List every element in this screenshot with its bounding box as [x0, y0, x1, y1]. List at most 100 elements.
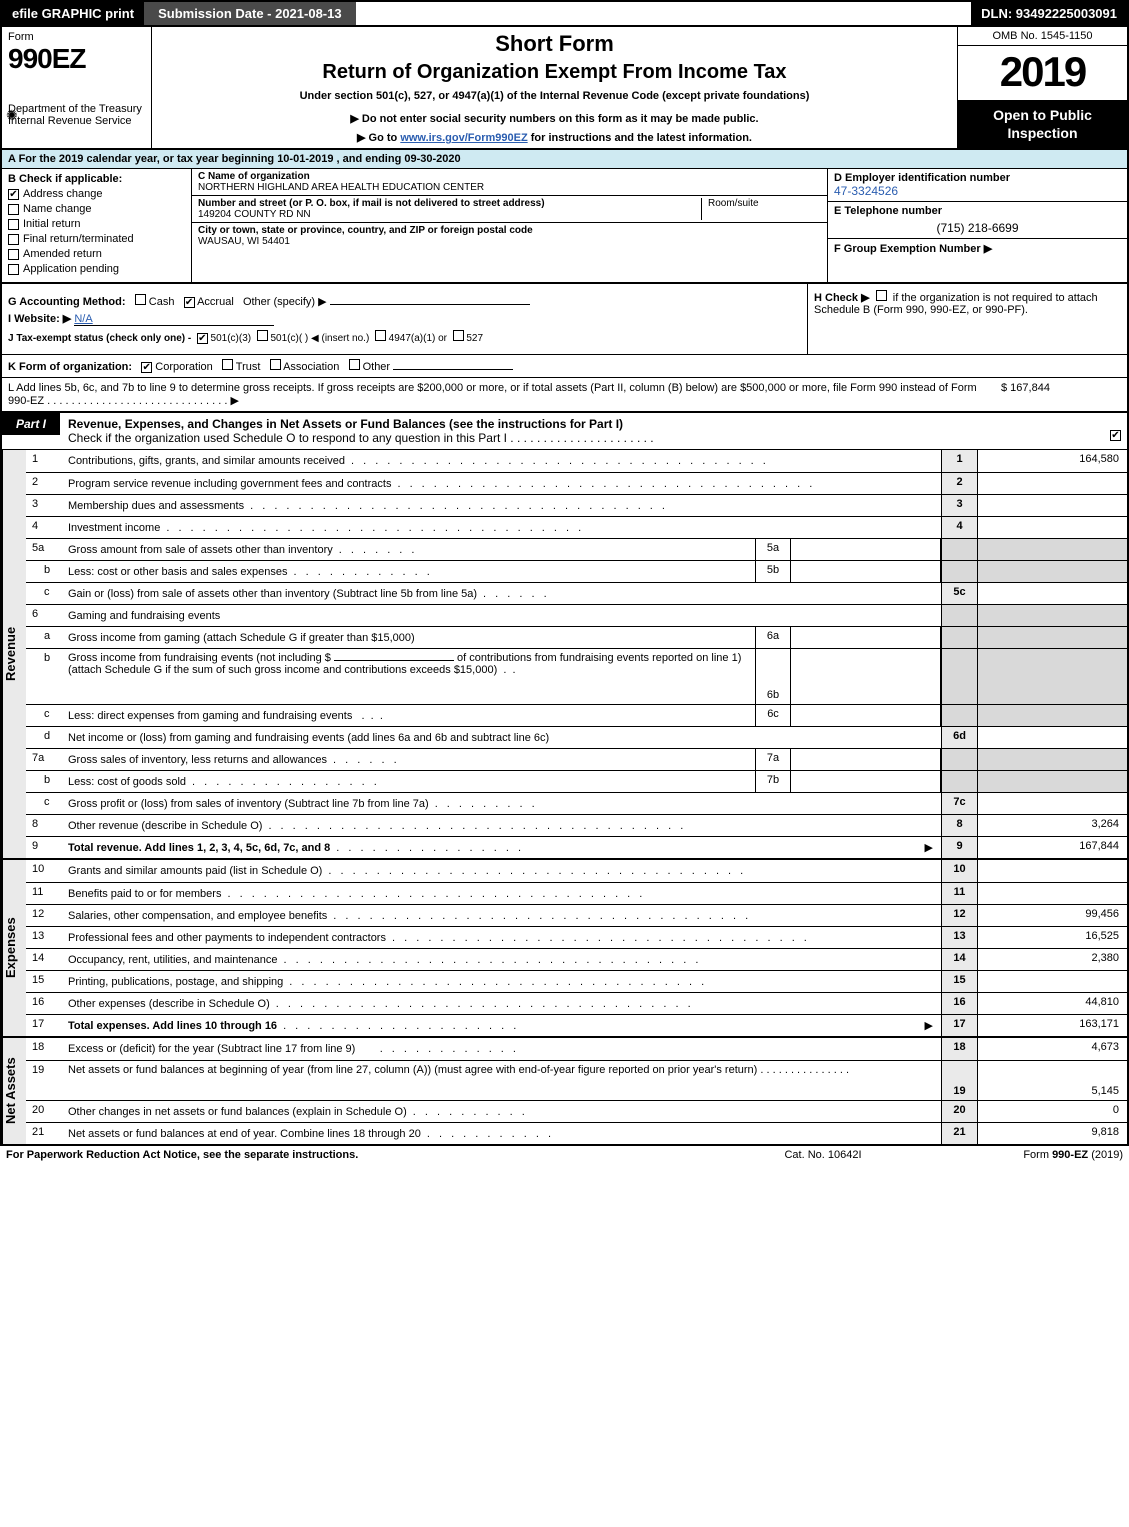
telephone-value: (715) 218-6699 [834, 221, 1121, 235]
line-rnum: 3 [941, 495, 977, 516]
top-bar: efile GRAPHIC print Submission Date - 20… [2, 2, 1127, 25]
line-num: 14 [26, 949, 64, 970]
line-desc: Membership dues and assessments. . . . .… [64, 495, 941, 516]
line-desc: Grants and similar amounts paid (list in… [64, 860, 941, 882]
org-name-row: C Name of organization NORTHERN HIGHLAND… [192, 169, 827, 196]
checkbox-icon[interactable] [135, 294, 146, 305]
line-value: 5,145 [977, 1061, 1127, 1100]
line-desc: Investment income. . . . . . . . . . . .… [64, 517, 941, 538]
line-desc: Other changes in net assets or fund bala… [64, 1101, 941, 1122]
desc-text: Gain or (loss) from sale of assets other… [68, 588, 477, 600]
checkbox-icon[interactable] [141, 362, 152, 373]
line-num: 17 [26, 1015, 64, 1036]
line-value: 44,810 [977, 993, 1127, 1014]
footer-form-num: 990-EZ [1052, 1149, 1088, 1161]
line-21: 21 Net assets or fund balances at end of… [26, 1122, 1127, 1144]
line-desc: Less: direct expenses from gaming and fu… [64, 705, 755, 726]
j-4947: 4947(a)(1) or [389, 333, 447, 344]
line-rnum: 19 [941, 1061, 977, 1100]
line-desc: Gross income from gaming (attach Schedul… [64, 627, 755, 648]
line-value: 3,264 [977, 815, 1127, 836]
desc-text: Net income or (loss) from gaming and fun… [68, 732, 549, 744]
line-5c: c Gain or (loss) from sale of assets oth… [26, 582, 1127, 604]
instructions-link[interactable]: www.irs.gov/Form990EZ [400, 132, 527, 144]
line-desc: Gain or (loss) from sale of assets other… [64, 583, 941, 604]
checkbox-icon[interactable] [876, 290, 887, 301]
line-value: 164,580 [977, 450, 1127, 472]
checkbox-icon[interactable] [257, 330, 268, 341]
desc-text: Occupancy, rent, utilities, and maintena… [68, 954, 278, 966]
form-990ez-document: efile GRAPHIC print Submission Date - 20… [0, 0, 1129, 1146]
checkbox-icon[interactable] [453, 330, 464, 341]
line-rnum: 8 [941, 815, 977, 836]
desc-text: Contributions, gifts, grants, and simila… [68, 455, 345, 467]
j-label: J Tax-exempt status (check only one) - [8, 333, 191, 344]
checkbox-icon[interactable] [184, 297, 195, 308]
row-a-tax-year: A For the 2019 calendar year, or tax yea… [2, 148, 1127, 168]
chk-final-return[interactable]: Final return/terminated [8, 233, 185, 245]
footer-cat-no: Cat. No. 10642I [723, 1149, 923, 1161]
line-13: 13 Professional fees and other payments … [26, 926, 1127, 948]
submission-date-label: Submission Date - 2021-08-13 [144, 2, 356, 25]
desc-text: Other expenses (describe in Schedule O) [68, 998, 270, 1010]
checkbox-icon[interactable] [270, 359, 281, 370]
line-value: 2,380 [977, 949, 1127, 970]
mid-num: 6c [755, 705, 791, 726]
k-other-field[interactable] [393, 369, 513, 370]
column-b-checkboxes: B Check if applicable: Address change Na… [2, 169, 192, 282]
org-name-value: NORTHERN HIGHLAND AREA HEALTH EDUCATION … [198, 182, 821, 193]
line-value: 16,525 [977, 927, 1127, 948]
line-desc: Net assets or fund balances at beginning… [64, 1061, 941, 1100]
chk-address-change[interactable]: Address change [8, 188, 185, 200]
line-num: b [26, 771, 64, 792]
arrow-icon: ▶ [925, 1019, 933, 1032]
note2-pre: ▶ Go to [357, 132, 400, 144]
chk-initial-return[interactable]: Initial return [8, 218, 185, 230]
checkbox-icon[interactable] [1110, 430, 1121, 441]
chk-application-pending[interactable]: Application pending [8, 263, 185, 275]
omb-number: OMB No. 1545-1150 [958, 27, 1127, 46]
group-exemption-row: F Group Exemption Number ▶ [828, 239, 1127, 282]
address-row: Number and street (or P. O. box, if mail… [192, 196, 827, 223]
checkbox-icon [8, 219, 19, 230]
checkbox-icon[interactable] [349, 359, 360, 370]
column-d-e-f: D Employer identification number 47-3324… [827, 169, 1127, 282]
shade-cell [977, 749, 1127, 770]
form-word: Form [8, 31, 145, 43]
checkbox-icon[interactable] [375, 330, 386, 341]
line-6c: c Less: direct expenses from gaming and … [26, 704, 1127, 726]
line-num: 3 [26, 495, 64, 516]
leader-dots: . . . . . . . . . . . . . . . . . . . . … [284, 954, 937, 966]
desc-text: Excess or (deficit) for the year (Subtra… [68, 1043, 355, 1055]
line-rnum: 7c [941, 793, 977, 814]
leader-dots: . . . . . . . . . . . . . . . . [336, 842, 920, 854]
g-other-field[interactable] [330, 304, 530, 305]
desc-text: Salaries, other compensation, and employ… [68, 910, 327, 922]
desc-text: Gaming and fundraising events [68, 610, 220, 622]
checkbox-icon[interactable] [222, 359, 233, 370]
leader-dots: . . . . . . . . . . . . . . . . . . . . … [289, 976, 937, 988]
chk-amended-return[interactable]: Amended return [8, 248, 185, 260]
leader-dots: . . . . . . . [339, 544, 755, 556]
row-l-gross-receipts: L Add lines 5b, 6c, and 7b to line 9 to … [2, 377, 1127, 411]
j-527: 527 [466, 333, 483, 344]
line-3: 3 Membership dues and assessments. . . .… [26, 494, 1127, 516]
line-rnum: 2 [941, 473, 977, 494]
contrib-field[interactable] [334, 660, 454, 661]
desc-pre: Gross income from fundraising events (no… [68, 652, 331, 664]
checkbox-icon[interactable] [197, 333, 208, 344]
part-i-checkbox-cell [1104, 413, 1127, 445]
row-j-tax-exempt: J Tax-exempt status (check only one) - 5… [8, 330, 801, 344]
line-6b: b Gross income from fundraising events (… [26, 648, 1127, 704]
website-value[interactable]: N/A [74, 313, 274, 326]
line-num: 19 [26, 1061, 64, 1100]
k-other: Other [363, 361, 391, 373]
arrow-icon: ▶ [925, 841, 933, 854]
net-assets-lines: 18 Excess or (deficit) for the year (Sub… [26, 1038, 1127, 1144]
efile-print-label[interactable]: efile GRAPHIC print [2, 2, 144, 25]
shade-cell [941, 605, 977, 626]
desc-text: Grants and similar amounts paid (list in… [68, 865, 322, 877]
chk-name-change[interactable]: Name change [8, 203, 185, 215]
row-g-accounting: G Accounting Method: Cash Accrual Other … [8, 294, 801, 308]
checkbox-icon [8, 249, 19, 260]
